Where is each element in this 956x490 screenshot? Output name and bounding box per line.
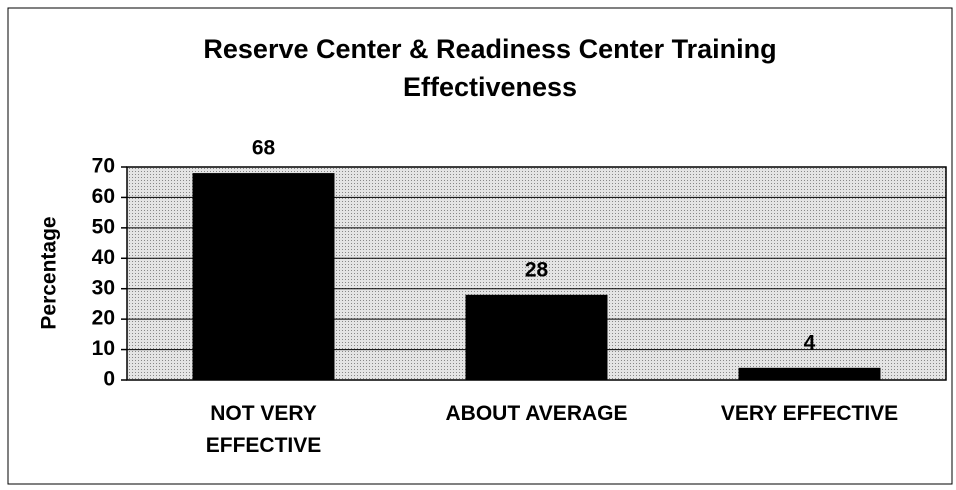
y-tick-label: 60 — [92, 185, 115, 208]
y-tick-label: 50 — [92, 215, 115, 238]
data-label: 68 — [252, 137, 276, 160]
bar — [192, 173, 335, 380]
y-tick-label: 10 — [92, 337, 115, 360]
y-tick-label: 0 — [103, 368, 115, 391]
x-tick-label: NOT VERY EFFECTIVE — [205, 402, 322, 457]
y-tick-label: 30 — [92, 276, 115, 299]
x-tick-label: ABOUT AVERAGE — [445, 402, 628, 425]
chart-title: Reserve Center & Readiness Center Traini… — [203, 34, 777, 102]
bar — [465, 294, 608, 380]
y-tick-label: 20 — [92, 307, 115, 330]
y-tick-label: 70 — [92, 155, 115, 178]
data-label: 4 — [804, 331, 816, 354]
y-tick-label: 40 — [92, 246, 115, 269]
frame — [7, 7, 953, 485]
bar — [738, 367, 881, 380]
data-label: 28 — [525, 258, 549, 281]
x-tick-label: VERY EFFECTIVE — [720, 402, 899, 425]
y-axis-label: Percentage — [38, 216, 61, 329]
